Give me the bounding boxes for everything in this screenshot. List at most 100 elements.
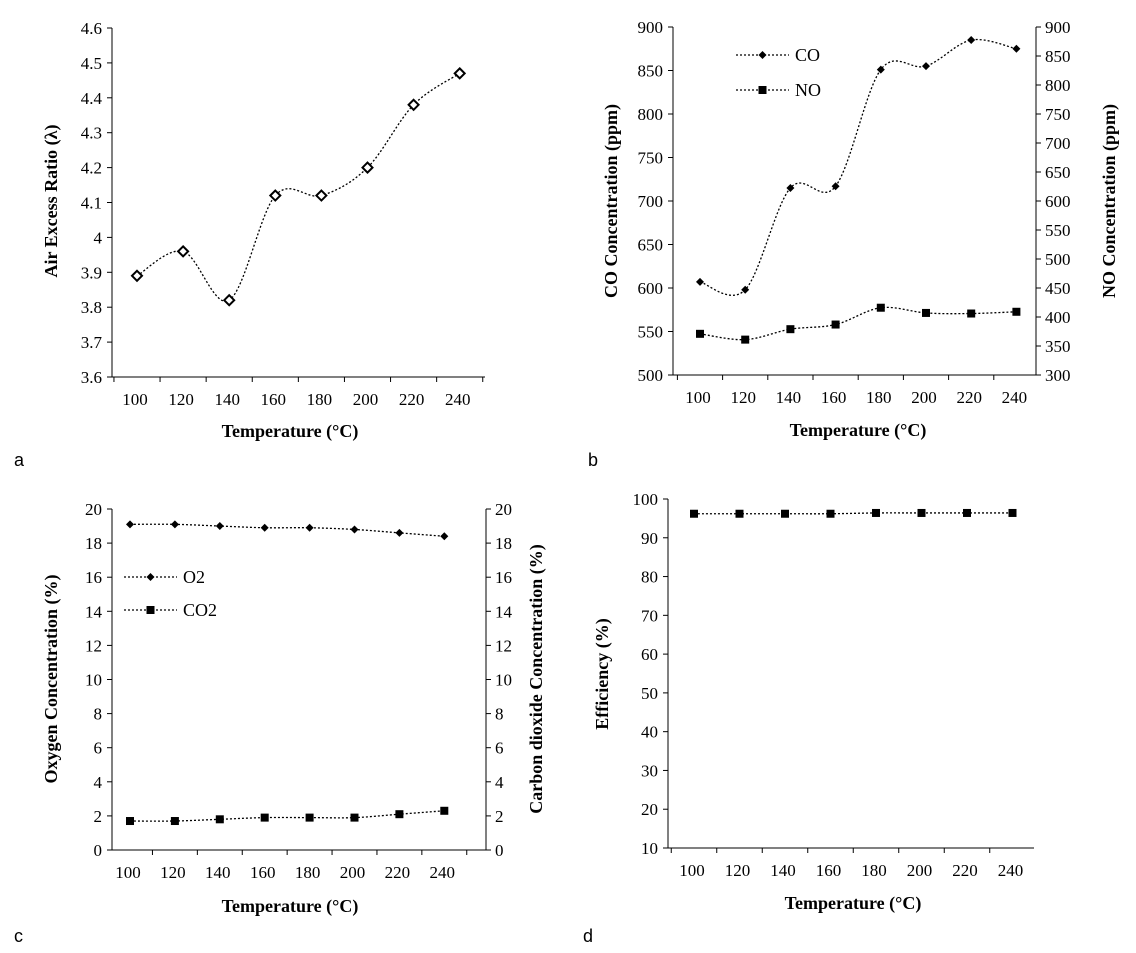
panel-a-x-tick-label: 160 — [261, 390, 287, 409]
panel-b-co-point — [831, 182, 840, 191]
panel-a-x-tick-label: 240 — [445, 390, 471, 409]
panel-a-x-tick-label: 180 — [307, 390, 333, 409]
panel-b-y-tick-label: 900 — [638, 18, 664, 37]
panel-b-no-point — [831, 320, 840, 329]
panel-b-y-tick-label: 650 — [638, 236, 664, 255]
panel-b-x-tick-label: 140 — [776, 388, 802, 407]
panel-c-co2-point — [260, 813, 269, 822]
panel-d-x-tick-label: 100 — [679, 861, 705, 880]
panel-c-y-tick-label: 18 — [85, 534, 102, 553]
panel-b-y2-tick-label: 700 — [1045, 134, 1071, 153]
panel-c-legend-co2-marker — [146, 606, 155, 614]
panel-c-y-tick-label: 6 — [94, 739, 103, 758]
panel-d-x-tick-label: 200 — [907, 861, 933, 880]
panel-c-co2-point — [440, 806, 449, 815]
panel-b-y-tick-label: 800 — [638, 105, 664, 124]
panel-d-x-tick-label: 120 — [725, 861, 751, 880]
panel-b-legend-label-co: CO — [795, 45, 820, 65]
panel-c-o2-point — [395, 528, 404, 537]
panel-d-y-tick-label: 100 — [633, 490, 659, 509]
panel-d-y-tick-label: 30 — [641, 761, 658, 780]
panel-b-x-tick-label: 220 — [956, 388, 982, 407]
panel-a-y-axis-title: Air Excess Ratio (λ) — [41, 125, 62, 278]
panel-b-y-tick-label: 750 — [638, 149, 664, 168]
panel-b-legend-label-no: NO — [795, 80, 821, 100]
panel-c-y2-tick-label: 2 — [495, 807, 504, 826]
panel-c-o2-point — [170, 520, 179, 529]
panel-b-co-point — [967, 36, 976, 45]
panel-b-y-tick-label: 850 — [638, 62, 664, 81]
panel-b-x-tick-label: 200 — [911, 388, 937, 407]
panel-d-y-axis-title: Efficiency (%) — [592, 618, 613, 729]
panel-c-co2-point — [170, 817, 179, 826]
panel-c-x-tick-label: 180 — [295, 863, 321, 882]
panel-d-series-point — [826, 509, 835, 518]
panel-d-series-point — [781, 509, 789, 518]
panel-b-legend-co-marker — [758, 51, 767, 59]
panel-b-x-tick-label: 180 — [866, 388, 892, 407]
panel-c-o2-point — [350, 525, 359, 534]
panel-c-x-tick-label: 120 — [160, 863, 186, 882]
panel-b-legend-no-marker — [758, 86, 767, 94]
panel-c-y-tick-label: 0 — [94, 841, 103, 860]
panel-a-x-axis-title: Temperature (°C) — [222, 421, 359, 442]
panel-c-x-axis-title: Temperature (°C) — [222, 896, 359, 917]
panel-d-x-tick-label: 240 — [998, 861, 1024, 880]
panel-b-no-point — [967, 309, 976, 318]
panel-a-x-tick-label: 200 — [353, 390, 379, 409]
panel-a-y-tick-label: 3.9 — [81, 263, 102, 282]
panel-b-no-point — [1012, 307, 1021, 316]
panel-c-o2-point — [260, 523, 269, 532]
panel-b-no-point — [876, 303, 885, 312]
panel-a-chart: Temperature (°C) Air Excess Ratio (λ) 3.… — [41, 19, 485, 442]
panel-d-y-tick-label: 90 — [641, 529, 658, 548]
panel-b-x-axis-title: Temperature (°C) — [790, 420, 927, 441]
panel-c-y2-tick-label: 4 — [495, 773, 504, 792]
panel-b-y2-axis-title: NO Concentration (ppm) — [1099, 104, 1120, 298]
panel-b-x-tick-label: 160 — [821, 388, 847, 407]
panel-a-y-tick-label: 3.7 — [81, 333, 103, 352]
panel-c-y-tick-label: 12 — [85, 636, 102, 655]
panel-d-chart: Temperature (°C) Efficiency (%) 10 20 30 40… — [592, 490, 1034, 914]
panel-label-a: a — [14, 450, 25, 470]
panel-b-no-point — [786, 325, 795, 334]
panel-c-o2-point — [215, 522, 224, 531]
panel-b-x-tick-label: 240 — [1002, 388, 1028, 407]
panel-c-y2-tick-label: 18 — [495, 534, 512, 553]
panel-c-co2-point — [305, 813, 314, 822]
panel-d-y-tick-label: 10 — [641, 839, 658, 858]
panel-a-series-point — [222, 293, 236, 307]
panel-c-x-tick-label: 140 — [205, 863, 231, 882]
panel-a-x-tick-label: 100 — [122, 390, 148, 409]
panel-c-co2-point — [350, 813, 359, 822]
panel-a-y-tick-label: 4.1 — [81, 194, 102, 213]
panel-c-co2-point — [395, 810, 404, 819]
panel-d-series-point — [1008, 508, 1017, 517]
panel-a-series-point — [176, 244, 190, 258]
panel-c-y2-tick-label: 14 — [495, 602, 513, 621]
panel-d-series-point — [917, 508, 926, 517]
panel-c-legend-label-o2: O2 — [183, 567, 205, 587]
panel-label-b: b — [588, 450, 598, 470]
panel-c-co2-point — [215, 815, 224, 824]
panel-b-co-point — [741, 285, 750, 294]
panel-d-y-tick-label: 50 — [641, 684, 658, 703]
panel-c-y2-tick-label: 0 — [495, 841, 504, 860]
panel-b-y-tick-label: 600 — [638, 279, 664, 298]
panel-d-x-tick-label: 180 — [861, 861, 887, 880]
panel-c-y2-tick-label: 16 — [495, 568, 512, 587]
panel-c-y2-axis-title: Carbon dioxide Concentration (%) — [526, 544, 547, 814]
panel-label-c: c — [14, 926, 23, 946]
panel-c-x-tick-label: 160 — [250, 863, 276, 882]
panel-b-co-point — [1012, 44, 1021, 53]
panel-b-co-point — [876, 65, 885, 74]
panel-c-legend-label-co2: CO2 — [183, 600, 217, 620]
panel-a-y-tick-label: 4.5 — [81, 54, 102, 73]
panel-c-x-tick-label: 100 — [115, 863, 141, 882]
panel-b-y2-tick-label: 850 — [1045, 47, 1071, 66]
panel-d-x-axis-title: Temperature (°C) — [785, 893, 922, 914]
panel-b-y2-tick-label: 350 — [1045, 337, 1071, 356]
panel-a-y-tick-label: 3.6 — [81, 368, 102, 387]
panel-c-y-tick-label: 16 — [85, 568, 102, 587]
